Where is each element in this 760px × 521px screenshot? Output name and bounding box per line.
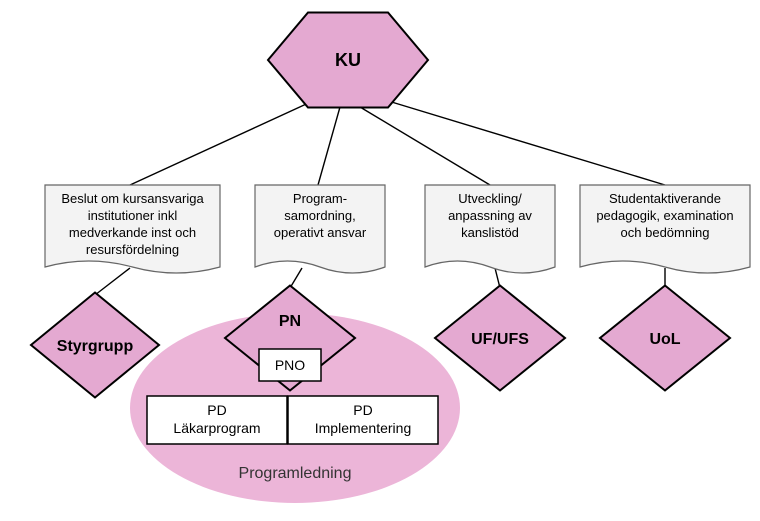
node-pd_impl: PD Implementering	[288, 396, 438, 444]
org-diagram: Programledning Beslut om kursansvariga ins…	[0, 0, 760, 521]
pd_lakar-line0: PD	[207, 402, 226, 418]
desc-d3-line2: kanslistöd	[461, 225, 519, 240]
pd_impl-line0: PD	[353, 402, 372, 418]
desc-d2-line1: samordning,	[284, 208, 356, 223]
pno-label: PNO	[275, 357, 305, 373]
desc-d1-line3: resursfördelning	[86, 242, 179, 257]
pd_impl-line1: Implementering	[315, 420, 412, 436]
node-pno: PNO	[259, 349, 321, 381]
node-ufufs: UF/UFS	[435, 286, 565, 391]
desc-d1-line0: Beslut om kursansvariga	[61, 191, 204, 206]
node-ku: KU	[268, 13, 428, 108]
ku-label: KU	[335, 50, 361, 70]
desc-d3-line0: Utveckling/	[458, 191, 522, 206]
ufufs-label: UF/UFS	[471, 331, 529, 348]
desc-d2-line2: operativt ansvar	[274, 225, 367, 240]
desc-d4-line2: och bedömning	[621, 225, 710, 240]
desc-d2-line0: Program-	[293, 191, 347, 206]
programledning-label: Programledning	[239, 465, 352, 482]
desc-d1-line1: institutioner inkl	[88, 208, 178, 223]
desc-d4: Studentaktiverande pedagogik, examination…	[580, 185, 750, 273]
desc-d4-line1: pedagogik, examination	[596, 208, 733, 223]
desc-d1-line2: medverkande inst och	[69, 225, 196, 240]
pn-label: PN	[279, 313, 301, 330]
edge-d1-styrgrupp	[95, 268, 130, 295]
node-pd_lakar: PD Läkarprogram	[147, 396, 287, 444]
edge-ku-d3	[360, 107, 490, 185]
edge-ku-d2	[318, 107, 340, 185]
uol-label: UoL	[649, 331, 680, 348]
edge-d2-pn	[290, 268, 302, 288]
desc-d3-line1: anpassning av	[448, 208, 532, 223]
desc-d1: Beslut om kursansvariga institutioner ink…	[45, 185, 220, 273]
styrgrupp-label: Styrgrupp	[57, 338, 134, 355]
desc-d3: Utveckling/anpassning av kanslistöd	[425, 185, 555, 273]
desc-d4-line0: Studentaktiverande	[609, 191, 721, 206]
desc-d2: Program-samordning, operativt ansvar	[255, 185, 385, 273]
edge-ku-d4	[385, 100, 665, 185]
edge-ku-d1	[130, 100, 315, 185]
pd_lakar-line1: Läkarprogram	[173, 420, 260, 436]
node-uol: UoL	[600, 286, 730, 391]
